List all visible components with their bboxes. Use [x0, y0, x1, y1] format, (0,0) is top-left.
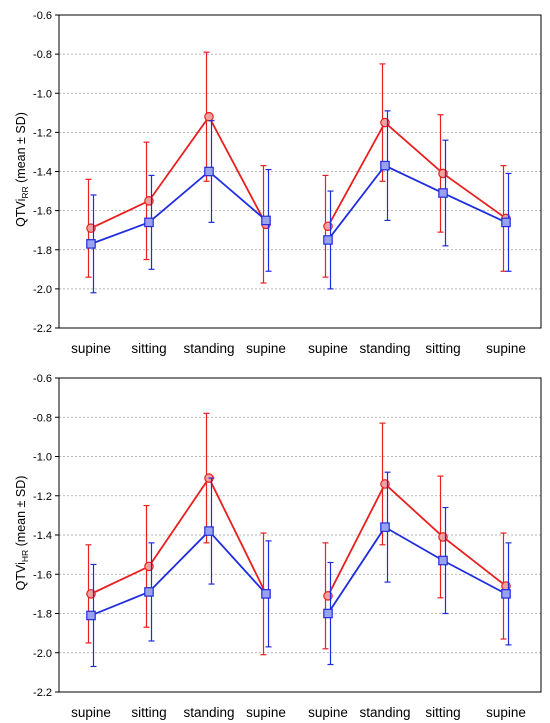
x-category-label: supine — [71, 341, 111, 356]
series-line — [90, 115, 267, 230]
series-line — [327, 164, 507, 241]
y-axis-title: QTViRR (mean ± SD) — [14, 112, 30, 227]
x-category-label: supine — [246, 705, 286, 720]
x-category-label: standing — [183, 705, 234, 720]
y-tick-label: -0.6 — [33, 10, 52, 22]
data-point — [438, 555, 448, 566]
y-tick-label: -2.2 — [33, 323, 52, 335]
x-category-label: standing — [359, 705, 410, 720]
x-category-label: supine — [486, 705, 526, 720]
y-tick-label: -2.0 — [33, 648, 52, 660]
y-tick-label: -1.8 — [33, 609, 52, 621]
x-category-label: sitting — [425, 705, 460, 720]
series-red — [85, 412, 511, 656]
y-tick-label: -1.6 — [33, 206, 52, 218]
data-point — [261, 215, 271, 226]
y-axis-title: QTViHR (mean ± SD) — [14, 476, 30, 591]
y-tick-label: -1.2 — [33, 127, 52, 139]
x-category-label: sitting — [131, 705, 166, 720]
series-line — [327, 121, 507, 227]
y-tick-label: -0.6 — [33, 373, 52, 385]
plot-frame — [58, 377, 542, 693]
series-line — [90, 476, 267, 595]
x-category-label: supine — [246, 341, 286, 356]
data-point — [380, 160, 390, 171]
y-tick-label: -1.0 — [33, 88, 52, 100]
data-point — [86, 239, 96, 249]
chart-panel-qtvi-rr: -0.6 -0.8 -1.0 -1.2 -1.4 -1.6 -1.8 -2.0 -2.2 supi… — [14, 10, 542, 356]
x-category-label: sitting — [131, 341, 166, 356]
series-red — [85, 51, 511, 284]
y-tick-label: -1.4 — [33, 167, 52, 179]
data-point — [204, 166, 214, 177]
x-category-label: supine — [486, 341, 526, 356]
series-line — [327, 525, 507, 614]
series-blue — [86, 471, 512, 668]
y-tick-label: -1.6 — [33, 569, 52, 581]
data-point — [144, 217, 154, 228]
series-line — [327, 482, 507, 597]
data-point — [501, 589, 511, 599]
data-point — [501, 217, 511, 228]
series-line — [90, 529, 267, 617]
x-category-label: supine — [71, 705, 111, 720]
data-point — [261, 589, 271, 599]
data-point — [144, 587, 154, 597]
data-point — [204, 526, 214, 536]
y-tick-label: -1.0 — [33, 452, 52, 464]
x-category-label: standing — [183, 341, 234, 356]
x-category-label: sitting — [425, 341, 460, 356]
chart-panel-qtvi-hr: -0.6 -0.8 -1.0 -1.2 -1.4 -1.6 -1.8 -2.0 -2.2 supi… — [14, 373, 542, 720]
x-category-label: supine — [308, 341, 348, 356]
y-tick-label: -0.8 — [33, 49, 52, 61]
series-line — [90, 170, 267, 245]
series-blue — [86, 110, 512, 294]
y-tick-label: -1.2 — [33, 491, 52, 503]
x-category-label: standing — [359, 341, 410, 356]
x-category-label: supine — [308, 705, 348, 720]
y-tick-label: -1.8 — [33, 245, 52, 257]
data-point — [438, 188, 448, 198]
y-tick-label: -2.2 — [33, 687, 52, 699]
data-point — [380, 522, 390, 532]
y-tick-label: -0.8 — [33, 412, 52, 424]
data-point — [323, 608, 333, 619]
data-point — [323, 235, 333, 245]
y-tick-label: -1.4 — [33, 530, 52, 542]
data-point — [204, 111, 214, 122]
y-tick-label: -2.0 — [33, 284, 52, 296]
plot-frame — [58, 14, 542, 329]
data-point — [86, 610, 96, 621]
